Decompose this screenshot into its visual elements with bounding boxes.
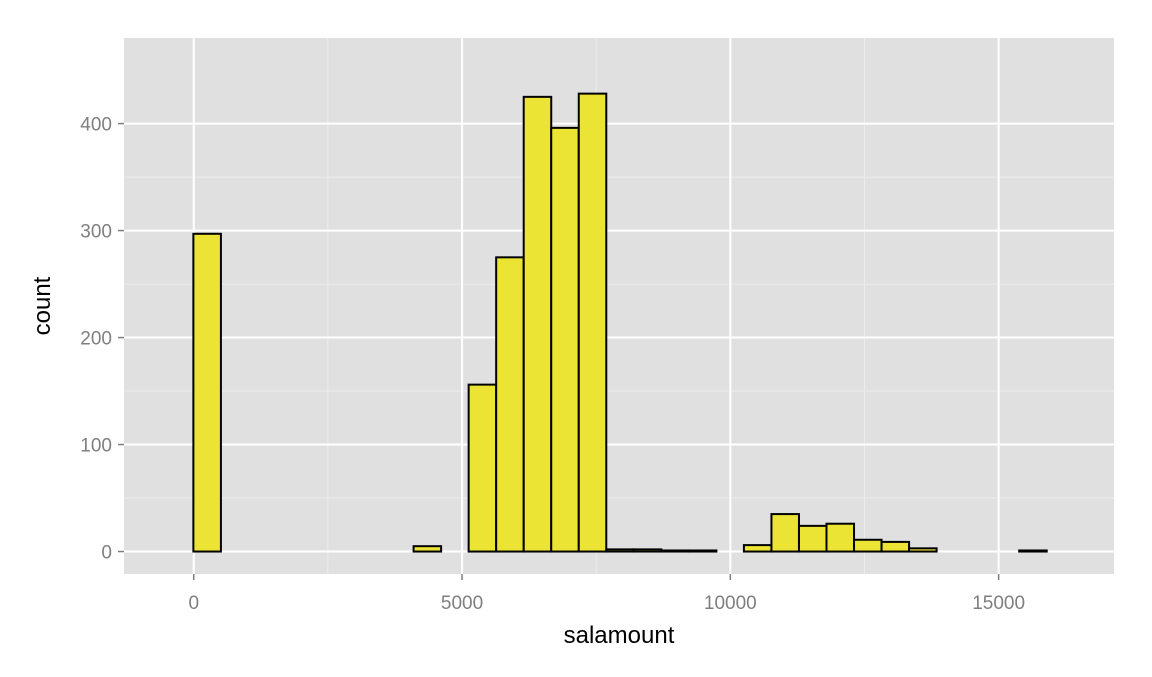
y-tick-label: 200 [80,329,112,350]
x-tick-label: 0 [188,593,199,614]
histogram-bar [605,548,635,553]
y-tick-label: 300 [80,222,112,243]
histogram-bar [797,524,828,553]
histogram-bar [908,547,938,553]
y-tick-label: 100 [80,436,112,457]
plot-panel [124,38,1114,574]
histogram-bar [880,540,911,553]
x-tick-label: 5000 [441,593,483,614]
histogram-bar [467,383,498,553]
x-tick-label: 15000 [972,593,1025,614]
x-axis-title: salamount [564,622,675,649]
histogram-bar [687,549,718,553]
histogram-bar [825,522,856,553]
histogram-bar [1018,549,1048,553]
histogram-bar [412,545,443,553]
y-axis-ticks: 0 100 200 300 400 [80,115,124,564]
x-axis-ticks: 0 5000 10000 15000 [188,574,1025,614]
histogram-bar [577,92,608,553]
x-tick-label: 10000 [704,593,757,614]
histogram-bars [192,92,1048,553]
histogram-bar [770,513,800,553]
histogram-bar [495,256,525,553]
histogram-bar [522,95,553,553]
histogram-bar [192,232,222,553]
major-grid [124,38,1114,574]
histogram-bar [660,549,690,553]
y-tick-label: 400 [80,115,112,136]
histogram-bar [853,538,883,553]
histogram-bar [632,548,663,553]
y-tick-label: 0 [101,543,112,564]
y-axis-title: count [29,276,56,335]
histogram-bar [550,126,580,553]
histogram-bar [742,544,773,553]
